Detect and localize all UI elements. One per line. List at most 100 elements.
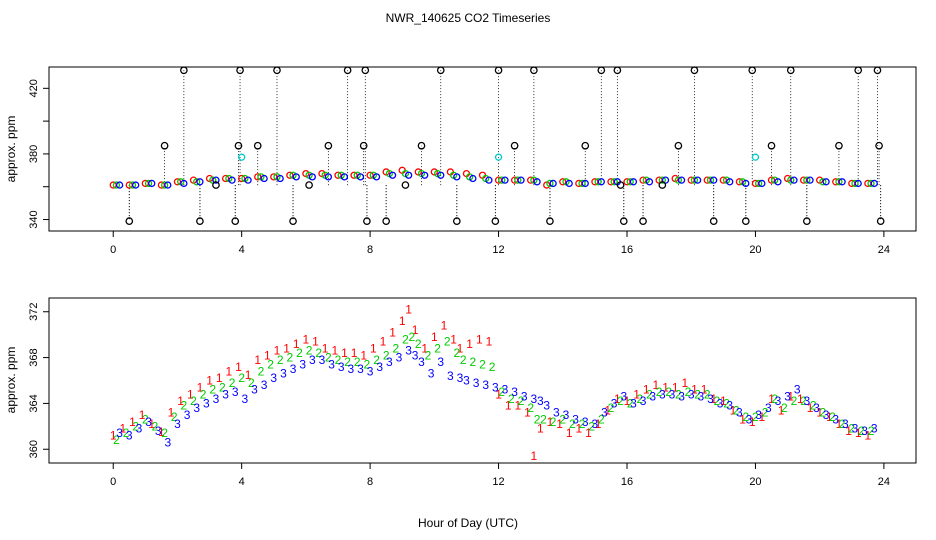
data-point-3: 3 <box>611 396 618 410</box>
data-point-3: 3 <box>164 435 171 449</box>
data-point-1: 1 <box>759 410 766 424</box>
data-point-flag <box>835 141 843 150</box>
data-point-1: 1 <box>575 422 582 436</box>
data-point-2 <box>610 178 618 186</box>
data-point-flag <box>873 66 882 75</box>
data-point-flag <box>324 141 333 150</box>
data-point-3: 3 <box>717 396 724 410</box>
data-point-1: 1 <box>254 353 261 367</box>
data-point-1: 1 <box>450 332 457 346</box>
data-point-1 <box>173 178 182 186</box>
data-point-1: 1 <box>524 406 531 420</box>
data-point-3: 3 <box>688 387 695 401</box>
data-point-2: 2 <box>627 396 634 410</box>
data-point-2: 2 <box>325 351 332 365</box>
data-point-1: 1 <box>225 364 232 378</box>
data-point-1: 1 <box>566 426 573 440</box>
data-point-1: 1 <box>351 346 358 360</box>
top-x-tick-label: 16 <box>621 244 633 256</box>
data-point-2: 2 <box>415 337 422 351</box>
data-point-2: 2 <box>820 406 827 420</box>
data-point-3: 3 <box>823 408 830 422</box>
data-point-flag <box>709 217 718 226</box>
data-point-3: 3 <box>531 392 538 406</box>
top-x-tick-label: 0 <box>110 244 116 256</box>
data-point-2: 2 <box>617 394 624 408</box>
data-point-1: 1 <box>421 341 428 355</box>
data-point-1: 1 <box>120 422 127 436</box>
data-point-3 <box>565 179 573 188</box>
data-point-3: 3 <box>746 412 753 426</box>
data-point-2: 2 <box>733 403 740 417</box>
top-x-tick-label: 4 <box>239 244 245 256</box>
data-point-1 <box>334 171 342 179</box>
data-point-2 <box>674 176 683 184</box>
data-point-2: 2 <box>579 417 586 431</box>
data-point-1 <box>350 171 358 179</box>
data-point-1: 1 <box>264 348 271 362</box>
top-x-tick-label: 8 <box>367 244 373 256</box>
data-point-3 <box>629 178 638 186</box>
data-point-3: 3 <box>630 396 637 410</box>
data-point-2: 2 <box>508 392 515 406</box>
data-point-3 <box>758 179 766 188</box>
data-point-flag <box>236 66 244 75</box>
data-point-1: 1 <box>701 383 708 397</box>
data-point-2 <box>546 179 554 188</box>
top-panel-y-label: approx. ppm <box>4 116 18 183</box>
data-point-1: 1 <box>691 383 698 397</box>
data-point-1 <box>254 173 262 181</box>
bottom-x-tick-label: 16 <box>621 476 633 488</box>
data-point-flag <box>160 141 169 150</box>
data-point-2 <box>578 179 586 188</box>
data-point-1: 1 <box>197 380 204 394</box>
data-point-1: 1 <box>177 394 184 408</box>
data-point-3: 3 <box>794 383 801 397</box>
data-point-1: 1 <box>331 344 338 358</box>
top-y-tick-label: 340 <box>28 210 40 228</box>
data-point-3 <box>517 176 525 184</box>
bottom-x-tick-label: 12 <box>492 476 504 488</box>
data-point-2: 2 <box>714 394 721 408</box>
data-point-3 <box>244 176 252 184</box>
data-point-1: 1 <box>797 392 804 406</box>
data-point-3 <box>597 178 605 186</box>
data-point-flag <box>530 66 538 75</box>
bottom-x-tick-label: 20 <box>749 476 761 488</box>
data-point-3: 3 <box>270 371 277 385</box>
data-point-3: 3 <box>412 348 419 362</box>
data-point-2: 2 <box>559 412 566 426</box>
data-point-1: 1 <box>380 335 387 349</box>
data-point-2: 2 <box>277 353 284 367</box>
data-point-2: 2 <box>518 394 525 408</box>
data-point-2: 2 <box>425 348 432 362</box>
data-point-3 <box>485 176 493 184</box>
data-point-1: 1 <box>547 415 554 429</box>
data-point-3: 3 <box>290 362 297 376</box>
data-point-3: 3 <box>832 412 839 426</box>
bottom-x-tick-label: 0 <box>110 476 116 488</box>
data-point-2 <box>498 176 506 184</box>
data-point-1: 1 <box>653 378 660 392</box>
data-point-1: 1 <box>643 383 650 397</box>
data-point-3: 3 <box>473 376 480 390</box>
data-point-3: 3 <box>184 408 191 422</box>
data-point-flag <box>196 217 204 226</box>
data-point-3 <box>212 176 220 184</box>
data-point-3: 3 <box>203 396 210 410</box>
data-point-2: 2 <box>637 392 644 406</box>
data-point-1: 1 <box>206 374 213 388</box>
data-point-1: 1 <box>681 376 688 390</box>
data-point-2: 2 <box>434 341 441 355</box>
top-x-tick-label: 12 <box>492 244 504 256</box>
data-point-flag <box>253 141 262 150</box>
data-point-3: 3 <box>222 387 229 401</box>
data-point-flag <box>741 217 750 226</box>
bottom-panel-y-label: approx. ppm <box>4 347 18 414</box>
data-point-flag <box>494 66 503 75</box>
data-point-3: 3 <box>299 357 306 371</box>
data-point-2: 2 <box>238 371 245 385</box>
data-point-3: 3 <box>784 390 791 404</box>
data-point-flag <box>581 141 590 150</box>
data-point-1: 1 <box>604 403 611 417</box>
